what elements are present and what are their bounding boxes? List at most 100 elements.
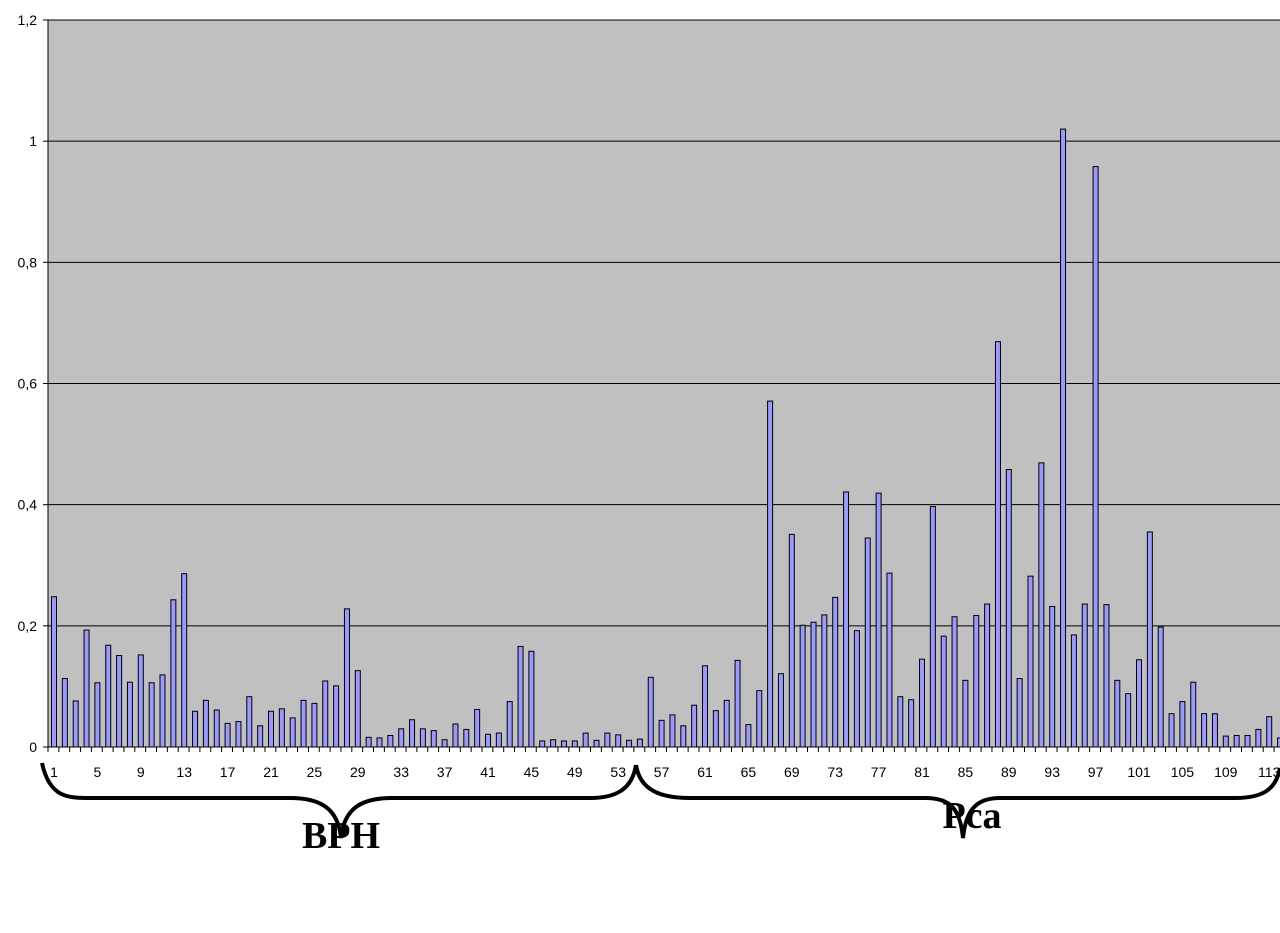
y-tick-label: 0,6 [18,376,38,392]
bar [138,655,143,747]
bar [1039,463,1044,747]
bar [670,715,675,747]
bar [561,741,566,747]
bar [464,729,469,747]
y-tick-label: 1 [29,133,37,149]
bar [377,738,382,747]
bar [1071,635,1076,747]
x-tick-label: 41 [480,764,496,780]
bar [1050,606,1055,747]
bar [909,700,914,747]
x-tick-label: 17 [220,764,236,780]
y-tick-label: 0,8 [18,254,38,270]
bar [236,722,241,747]
x-tick-label: 97 [1088,764,1104,780]
bar [583,733,588,747]
bar [247,697,252,747]
x-tick-label: 53 [610,764,626,780]
bar [1061,129,1066,747]
y-axis-tick-labels: 0 0,2 0,4 0,6 0,8 1 1,2 [18,12,38,755]
bar [160,675,165,747]
bar [800,625,805,747]
x-tick-label: 73 [827,764,843,780]
bar [616,735,621,747]
bar [214,710,219,747]
bar [1191,682,1196,747]
bar [605,733,610,747]
bar [344,609,349,747]
bar [822,615,827,747]
bar [865,538,870,747]
bar [410,720,415,747]
y-tick-label: 0,4 [18,497,38,513]
bar [1082,604,1087,747]
x-tick-label: 105 [1171,764,1195,780]
x-tick-label: 13 [176,764,192,780]
bar [149,683,154,747]
bar [290,718,295,747]
x-tick-label: 81 [914,764,930,780]
x-tick-label: 21 [263,764,279,780]
bar [551,740,556,747]
bar [1028,576,1033,747]
x-tick-label: 49 [567,764,583,780]
x-axis-tick-labels: 1 5 9 13 17 21 25 29 33 37 41 45 49 53 57 61 65 69 73 77 81 8… [50,764,1280,780]
bar [258,726,263,747]
bar [681,726,686,747]
bar [73,701,78,747]
bar [117,656,122,747]
bar [388,735,393,747]
bar [778,674,783,747]
bar [746,725,751,747]
x-tick-label: 25 [307,764,323,780]
bar [1126,694,1131,747]
bar [1234,735,1239,747]
bar [334,686,339,747]
x-tick-label: 61 [697,764,713,780]
bar [203,700,208,747]
x-tick-label: 65 [741,764,757,780]
bar [475,709,480,747]
bar [876,493,881,747]
bar [941,636,946,747]
bar [1256,729,1261,747]
bar [529,651,534,747]
x-tick-label: 37 [437,764,453,780]
bar [1202,714,1207,747]
bar [724,700,729,747]
bar [507,702,512,747]
bar [854,631,859,747]
bar [1267,717,1272,747]
x-tick-label: 29 [350,764,366,780]
bar [1137,660,1142,747]
bar [420,729,425,747]
bar [789,534,794,747]
bar [366,737,371,747]
y-tick-label: 0,2 [18,618,38,634]
bar [312,703,317,747]
bar [1212,714,1217,747]
bar [757,691,762,747]
bar [995,342,1000,747]
bar [1115,680,1120,747]
bar [692,705,697,747]
bar [431,731,436,747]
bar [52,597,57,747]
bar [442,740,447,747]
bar [106,645,111,747]
bar [225,723,230,747]
bar [84,630,89,747]
bar [1180,702,1185,747]
bar [833,597,838,747]
bar [930,506,935,747]
bar [62,679,67,747]
bar [572,741,577,747]
bar [1006,470,1011,747]
x-tick-label: 93 [1044,764,1060,780]
bar [1169,714,1174,747]
bar [985,604,990,747]
x-tick-label: 69 [784,764,800,780]
bar [648,677,653,747]
bar [95,683,100,747]
bar [269,711,274,747]
